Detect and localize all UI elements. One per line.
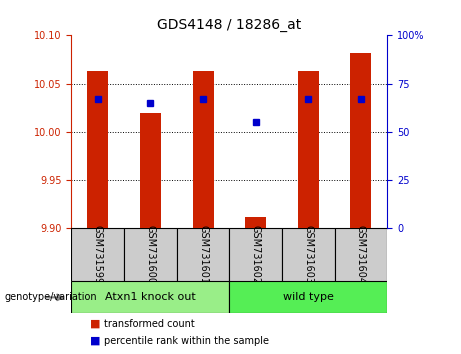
Bar [124, 228, 177, 281]
Bar [193, 71, 213, 228]
Bar [282, 228, 335, 281]
Text: GSM731601: GSM731601 [198, 225, 208, 284]
Bar [350, 53, 372, 228]
Title: GDS4148 / 18286_at: GDS4148 / 18286_at [157, 18, 301, 32]
Bar [298, 71, 319, 228]
Bar [245, 217, 266, 228]
Text: GSM731600: GSM731600 [145, 225, 155, 284]
Bar [71, 228, 124, 281]
Text: GSM731599: GSM731599 [93, 225, 103, 285]
Text: GSM731603: GSM731603 [303, 225, 313, 284]
Text: Atxn1 knock out: Atxn1 knock out [105, 292, 196, 302]
Bar [71, 281, 230, 313]
Text: percentile rank within the sample: percentile rank within the sample [104, 336, 269, 346]
Bar [335, 228, 387, 281]
Text: ■: ■ [90, 336, 100, 346]
Text: ■: ■ [90, 319, 100, 329]
Text: wild type: wild type [283, 292, 334, 302]
Text: transformed count: transformed count [104, 319, 195, 329]
Bar [140, 113, 161, 228]
Text: genotype/variation: genotype/variation [5, 292, 97, 302]
Bar [229, 281, 387, 313]
Bar [87, 71, 108, 228]
Text: GSM731604: GSM731604 [356, 225, 366, 284]
Bar [229, 228, 282, 281]
Text: GSM731602: GSM731602 [251, 225, 260, 285]
Bar [177, 228, 229, 281]
